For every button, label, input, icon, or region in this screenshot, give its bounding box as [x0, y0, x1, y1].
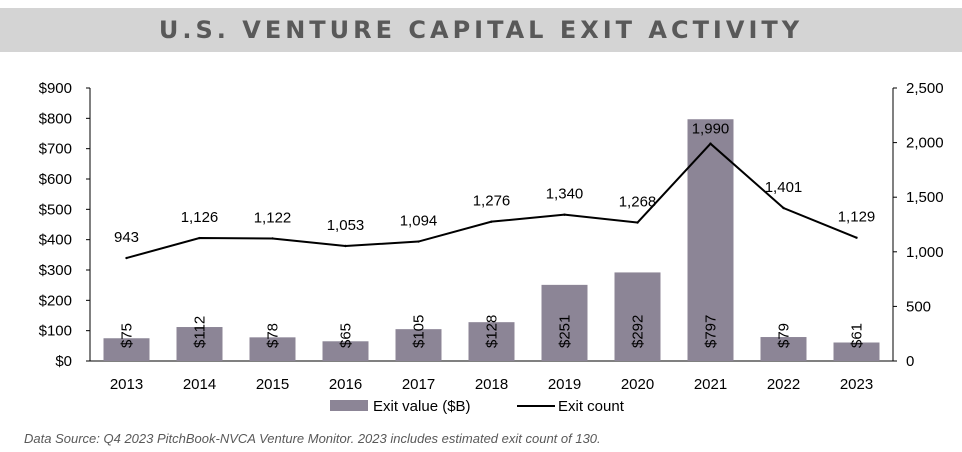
x-axis-tick-label: 2013 [110, 376, 143, 393]
bar-value-label: $61 [849, 323, 866, 348]
x-axis-tick-label: 2018 [475, 376, 508, 393]
chart-title: U.S. VENTURE CAPITAL EXIT ACTIVITY [158, 16, 804, 44]
right-axis-tick-label: 2,000 [906, 135, 944, 152]
exit-count-point [855, 236, 858, 239]
right-axis-tick-label: 1,500 [906, 189, 944, 206]
left-axis-tick-label: $500 [39, 201, 72, 218]
bar [468, 322, 515, 361]
bar-value-label: $75 [119, 323, 136, 348]
right-axis-tick-label: 0 [906, 353, 914, 370]
bar [176, 327, 223, 361]
left-axis-tick-label: $100 [39, 323, 72, 340]
bar [322, 341, 369, 361]
right-axis-tick-label: 500 [906, 298, 931, 315]
bar-value-label: $112 [192, 316, 209, 348]
bar [395, 329, 442, 361]
left-axis-tick-label: $0 [55, 353, 72, 370]
bar-value-label: $65 [338, 323, 355, 348]
right-axis-tick-label: 2,500 [906, 80, 944, 97]
bar-value-label: $251 [557, 315, 574, 348]
x-axis-tick-label: 2014 [183, 376, 216, 393]
exit-count-point [271, 237, 274, 240]
exit-count-label: 1,276 [473, 193, 511, 210]
x-axis-tick-label: 2019 [548, 376, 581, 393]
bar-value-label: $79 [776, 323, 793, 348]
bar [103, 338, 150, 361]
bar [614, 272, 661, 361]
exit-count-label: 1,094 [400, 213, 438, 230]
left-axis-tick-label: $200 [39, 292, 72, 309]
legend-label-bar: Exit value ($B) [373, 398, 471, 415]
bar-value-label: $78 [265, 323, 282, 348]
exit-count-point [198, 236, 201, 240]
exit-count-label: 1,340 [546, 186, 584, 203]
left-axis-tick-label: $300 [39, 262, 72, 279]
bar-value-label: $292 [630, 315, 647, 348]
x-axis-tick-label: 2023 [840, 376, 873, 393]
bar [541, 284, 588, 361]
bar-value-label: $128 [484, 315, 501, 348]
exit-count-label: 1,129 [838, 209, 876, 226]
exit-count-point [344, 244, 347, 248]
x-axis-tick-label: 2020 [621, 376, 654, 393]
exit-count-label: 1,990 [692, 121, 730, 138]
x-axis-tick-label: 2016 [329, 376, 362, 393]
bar-value-label: $105 [411, 315, 428, 348]
source-note: Data Source: Q4 2023 PitchBook-NVCA Vent… [24, 431, 601, 446]
legend-label-line: Exit count [558, 398, 625, 415]
x-axis-tick-label: 2017 [402, 376, 435, 393]
exit-count-point [563, 213, 566, 216]
bar [249, 337, 296, 361]
x-axis-tick-label: 2022 [767, 376, 800, 393]
left-axis-tick-label: $400 [39, 232, 72, 249]
exit-activity-chart: $0 $100 $200 $300 $400 $500 $600 $700 $800 $900 0 5… [39, 80, 944, 415]
exit-count-label: 1,053 [327, 217, 365, 234]
exit-count-point [417, 240, 420, 243]
left-axis-tick-label: $900 [39, 80, 72, 97]
exit-count-point [782, 206, 785, 210]
bar [760, 337, 807, 361]
left-axis-tick-label: $800 [39, 110, 72, 127]
exit-count-label: 1,122 [254, 209, 292, 226]
bar [833, 342, 880, 361]
x-axis-tick-label: 2021 [694, 376, 727, 393]
exit-count-label: 943 [114, 229, 139, 246]
bar-value-label: $797 [703, 315, 720, 348]
left-axis-tick-label: $600 [39, 171, 72, 188]
exit-count-label: 1,401 [765, 179, 803, 196]
right-axis-tick-label: 1,000 [906, 244, 944, 261]
title-banner: U.S. VENTURE CAPITAL EXIT ACTIVITY [0, 8, 962, 52]
x-axis-tick-label: 2015 [256, 376, 289, 393]
exit-count-label: 1,126 [181, 209, 219, 226]
exit-count-point [709, 142, 712, 145]
exit-count-point [125, 256, 128, 260]
legend-swatch-bar [330, 400, 368, 411]
exit-count-label: 1,268 [619, 194, 657, 211]
exit-count-point [490, 220, 493, 223]
left-axis-tick-label: $700 [39, 141, 72, 158]
exit-count-point [636, 221, 639, 224]
